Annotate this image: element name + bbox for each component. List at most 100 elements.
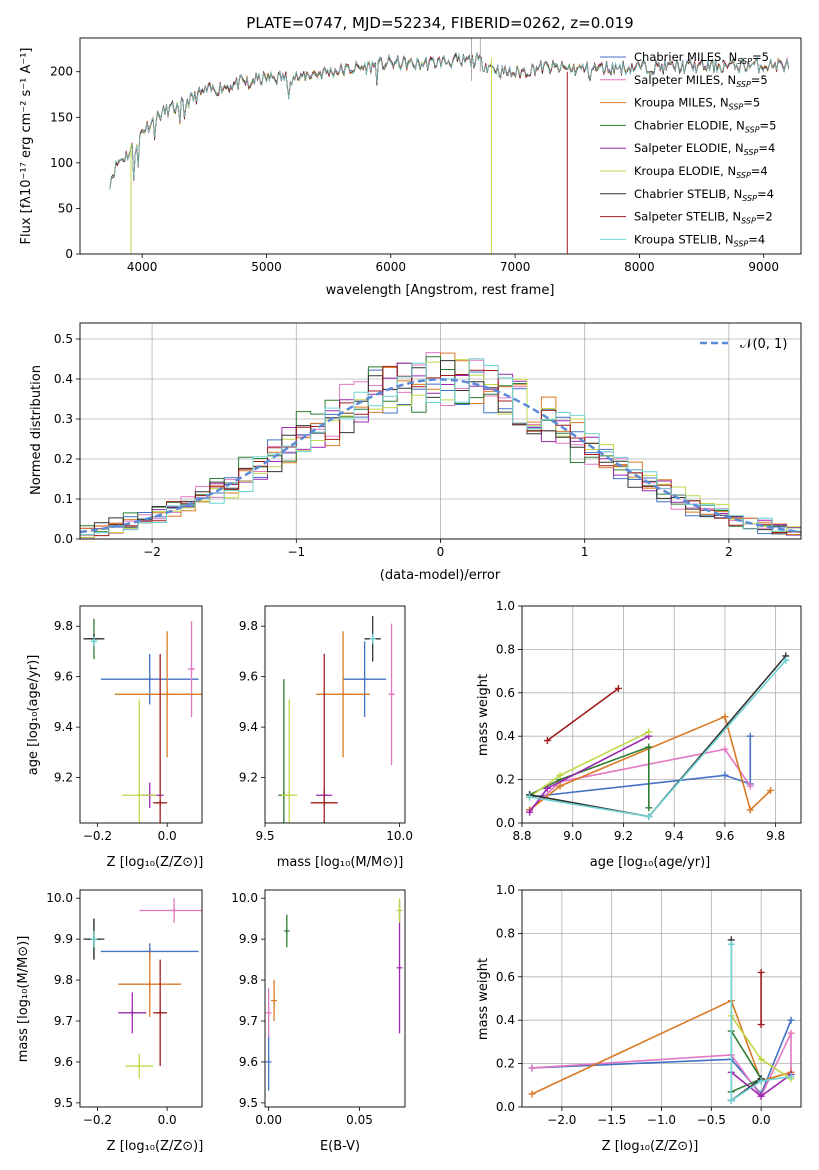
x-tick-label: 9.8 <box>766 829 785 843</box>
gaussian-curve <box>80 378 801 534</box>
y-tick-label: 150 <box>50 110 73 124</box>
weight-point <box>757 1077 765 1085</box>
weight-point <box>721 771 729 779</box>
y-tick-label: 0.8 <box>496 926 515 940</box>
y-tick-label: 100 <box>50 156 73 170</box>
weight-point <box>727 1096 735 1104</box>
y-tick-label: 0.4 <box>496 729 515 743</box>
data-point <box>136 792 143 799</box>
weight-point <box>782 656 790 664</box>
massZ-ylabel: mass [log₁₀(M/M⊙)] <box>16 936 31 1063</box>
weight-vs-metallicity-panel: Z [log₁₀(Z/Z⊙)] mass weight −2.0 −1.5 −1.0… <box>476 883 802 1154</box>
axes-frame <box>79 605 203 824</box>
plot-area <box>528 936 795 1104</box>
wAge-ylabel: mass weight <box>476 674 491 756</box>
age-vs-mass-panel: mass [log₁₀(M/M⊙)] 9.5 10.0 9.2 9.4 9.6 9.8 <box>239 605 413 870</box>
weight-point <box>757 1021 765 1029</box>
x-tick-label: −1.5 <box>597 1113 626 1127</box>
data-point <box>286 792 293 799</box>
y-tick-label: 10.0 <box>46 891 73 905</box>
weight-point <box>746 806 754 814</box>
weight-line <box>531 999 792 1095</box>
y-tick-label: 9.8 <box>54 973 73 987</box>
weight-point <box>526 793 534 801</box>
y-tick-label: 1.0 <box>496 599 515 613</box>
x-tick-label: −0.2 <box>83 1113 112 1127</box>
weight-point <box>614 684 622 692</box>
residuals-xlabel: (data-model)/error <box>380 568 501 583</box>
plot-area <box>526 652 790 820</box>
weight-point <box>721 713 729 721</box>
mass-vs-metallicity-panel: Z [log₁₀(Z/Z⊙)] mass [log₁₀(M/M⊙)] −0.2 0… <box>16 889 204 1154</box>
weight-point <box>787 1016 795 1024</box>
x-tick-label: 9.2 <box>614 829 633 843</box>
spectrum-line <box>109 52 789 190</box>
y-tick-label: 9.2 <box>54 771 73 785</box>
x-tick-label: 9.0 <box>563 829 582 843</box>
x-tick-label: 6000 <box>376 260 407 274</box>
y-tick-label: 9.6 <box>54 1055 73 1069</box>
y-tick-label: 9.5 <box>239 1096 258 1110</box>
massZ-xlabel: Z [log₁₀(Z/Z⊙)] <box>107 1139 204 1154</box>
data-point <box>265 1009 272 1016</box>
y-tick-label: 0.2 <box>496 773 515 787</box>
axes-frame <box>521 889 802 1108</box>
x-tick-label: 0.0 <box>752 1113 771 1127</box>
legend-label: Chabrier STELIB, NSSP=4 <box>634 187 774 203</box>
axes-frame <box>79 889 203 1108</box>
data-point <box>90 936 97 943</box>
y-tick-label: 50 <box>58 201 73 215</box>
data-point <box>361 676 368 683</box>
y-tick-label: 9.7 <box>239 1014 258 1028</box>
x-tick-label: 0 <box>437 545 445 559</box>
x-tick-label: 2 <box>725 545 733 559</box>
y-tick-label: 0.5 <box>54 332 73 346</box>
ageM-xlabel: mass [log₁₀(M/M⊙)] <box>277 855 404 870</box>
age-vs-metallicity-panel: Z [log₁₀(Z/Z⊙)] age [log₁₀(age/yr)] −0.2… <box>26 605 203 870</box>
y-tick-label: 9.7 <box>54 1014 73 1028</box>
plot-area <box>265 898 403 1091</box>
data-point <box>129 1009 136 1016</box>
histogram-step <box>80 358 801 539</box>
weight-point <box>787 1073 795 1081</box>
spectrum-ylabel: Flux [fλ10⁻¹⁷ erg cm⁻² s⁻¹ A⁻¹] <box>19 48 34 245</box>
wAge-xlabel: age [log₁₀(age/yr)] <box>590 855 711 870</box>
data-point <box>321 799 328 806</box>
residuals-panel: (data-model)/error Normed distribution −… <box>29 322 802 583</box>
plot-area <box>83 898 202 1079</box>
legend-label: Salpeter STELIB, NSSP=2 <box>634 210 773 226</box>
data-point <box>265 1058 272 1065</box>
y-tick-label: 9.2 <box>239 771 258 785</box>
weight-point <box>767 786 775 794</box>
plot-area <box>83 618 202 823</box>
data-point <box>396 907 403 914</box>
x-tick-label: 9.5 <box>255 829 274 843</box>
weight-point <box>526 808 534 816</box>
x-tick-label: 8000 <box>624 260 655 274</box>
legend-label: 𝒩(0, 1) <box>740 337 787 352</box>
x-tick-label: 10.0 <box>386 829 413 843</box>
weight-point <box>645 812 653 820</box>
y-tick-label: 9.6 <box>54 670 73 684</box>
axes-frame <box>79 37 802 255</box>
data-point <box>136 1063 143 1070</box>
spectrum-xlabel: wavelength [Angstrom, rest frame] <box>326 283 555 298</box>
y-tick-label: 0.1 <box>54 492 73 506</box>
x-tick-label: 0.0 <box>158 1113 177 1127</box>
x-tick-label: −0.5 <box>697 1113 726 1127</box>
plot-area <box>109 38 789 254</box>
weight-point <box>746 782 754 790</box>
data-point <box>157 1009 164 1016</box>
y-tick-label: 0 <box>65 247 73 261</box>
x-tick-label: −0.2 <box>83 829 112 843</box>
y-tick-label: 0.0 <box>496 816 515 830</box>
data-point <box>396 964 403 971</box>
x-tick-label: −1.0 <box>647 1113 676 1127</box>
weight-point <box>757 968 765 976</box>
y-tick-label: 9.9 <box>54 932 73 946</box>
figure-title: PLATE=0747, MJD=52234, FIBERID=0262, z=0… <box>246 14 633 32</box>
y-tick-label: 9.8 <box>239 973 258 987</box>
x-tick-label: 4000 <box>127 260 158 274</box>
ageZ-ylabel: age [log₁₀(age/yr)] <box>26 655 41 776</box>
plot-area <box>278 616 395 823</box>
